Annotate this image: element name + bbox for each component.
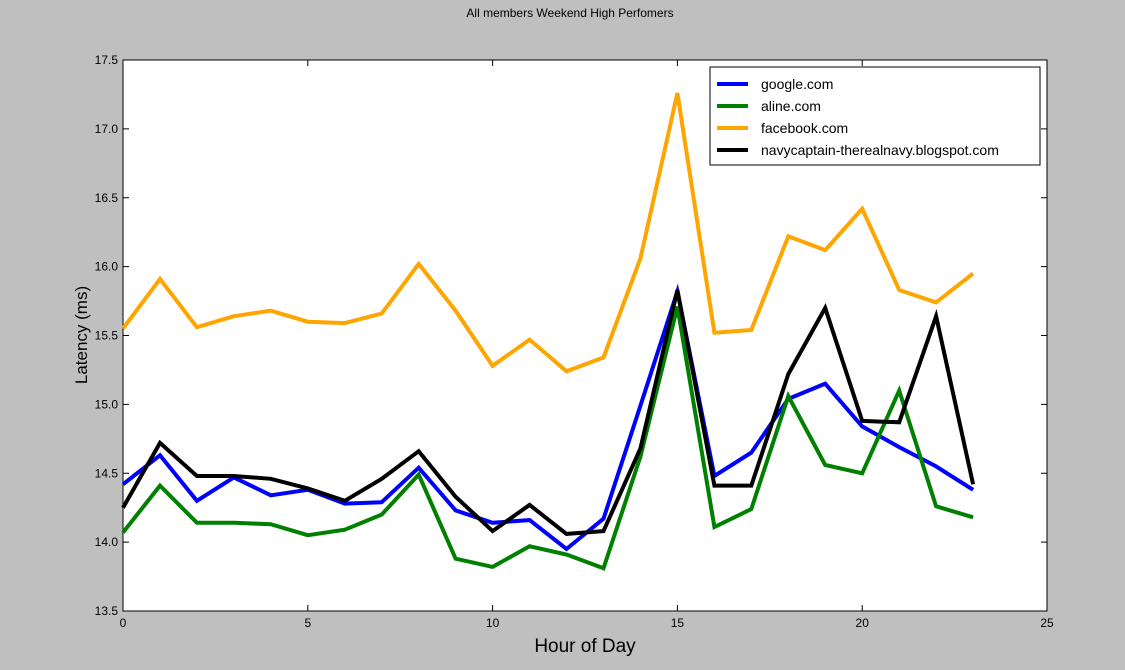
series-line-google-com (121, 283, 975, 552)
series-line-facebook-com (121, 92, 975, 374)
legend: google.com aline.com facebook.com navycapta… (709, 66, 1041, 166)
x-tick-label: 20 (856, 616, 870, 630)
axis-ticks: 0 5 10 15 20 25 13.5 14.0 14.5 15.0 15.5 16.0 16.5 17… (95, 53, 1054, 630)
x-tick-label: 15 (671, 616, 685, 630)
x-tick-label: 25 (1040, 616, 1054, 630)
y-tick-label: 15.5 (95, 329, 119, 343)
chart-title: All members Weekend High Perfomers (466, 6, 673, 20)
x-tick-label: 5 (304, 616, 311, 630)
legend-box (709, 66, 1041, 166)
x-tick-label: 0 (120, 616, 127, 630)
y-tick-label: 14.5 (95, 466, 119, 480)
y-tick-label: 13.5 (95, 604, 119, 618)
y-tick-label: 15.0 (95, 397, 119, 411)
x-axis-label: Hour of Day (534, 636, 636, 657)
legend-label: aline.com (761, 98, 821, 114)
y-tick-label: 16.0 (95, 260, 119, 274)
y-tick-label: 14.0 (95, 535, 119, 549)
series-line-aline-com (121, 306, 974, 571)
legend-label: navycaptain-therealnavy.blogspot.com (761, 142, 999, 158)
y-tick-label: 17.5 (95, 53, 119, 67)
y-tick-label: 16.5 (95, 191, 119, 205)
y-axis-label: Latency (ms) (72, 286, 91, 384)
legend-label: facebook.com (761, 120, 848, 136)
x-tick-label: 10 (486, 616, 500, 630)
series-layer (121, 92, 976, 571)
series-line-navycaptain-therealnavy-blogspot-com (121, 289, 976, 536)
y-tick-label: 17.0 (95, 122, 119, 136)
legend-label: google.com (761, 76, 833, 92)
